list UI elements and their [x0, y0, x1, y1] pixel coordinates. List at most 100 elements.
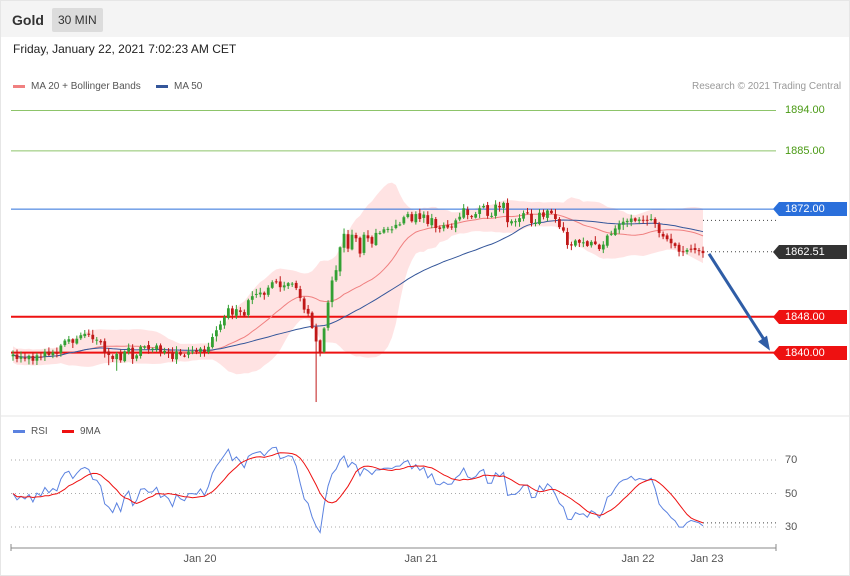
candle-body [581, 242, 585, 244]
candle-body [310, 312, 314, 329]
candle-body [486, 205, 490, 216]
candle-body [601, 244, 605, 250]
candle-body [139, 346, 143, 356]
candle-body [119, 352, 123, 361]
candle-body [242, 312, 246, 316]
candle-body [629, 218, 633, 223]
candle-body [183, 355, 186, 357]
candle-body [470, 216, 474, 218]
candle-body [621, 221, 625, 225]
candle-body [270, 282, 274, 288]
candle-body [554, 214, 557, 220]
candle-body [75, 338, 79, 344]
candle-body [645, 219, 649, 221]
candle-body [179, 351, 182, 355]
candle-body [498, 205, 501, 208]
candle-body [274, 281, 278, 283]
candle-body [290, 283, 294, 285]
candle-body [354, 234, 358, 239]
candle-body [219, 324, 222, 330]
candle-body [215, 330, 218, 337]
candle-body [203, 349, 206, 353]
ma20-swatch [13, 84, 25, 88]
timeframe-badge[interactable]: 30 MIN [52, 8, 103, 32]
ma20-line [12, 213, 704, 359]
bollinger-band [13, 182, 703, 375]
candle-body [530, 213, 533, 224]
price-label-1872.00: 1872.00 [773, 202, 847, 217]
candle-body [143, 346, 147, 348]
candle-body [151, 348, 154, 350]
rsi-legend-label: RSI [31, 426, 48, 437]
candle-body [669, 238, 673, 244]
candle-body [418, 213, 422, 220]
candle-body [350, 234, 354, 250]
ma50-legend-label: MA 50 [174, 81, 203, 92]
candle-body [51, 352, 55, 356]
candle-body [326, 302, 330, 328]
candle-body [39, 356, 43, 358]
candle-body [207, 346, 210, 352]
forecast-arrow-head [758, 335, 770, 351]
candle-body [358, 237, 362, 254]
price-label-1862.51: 1862.51 [773, 244, 847, 259]
candle-body [422, 214, 426, 218]
candle-body [366, 235, 370, 239]
candle-body [410, 214, 414, 222]
candle-body [625, 220, 629, 223]
candle-body [31, 355, 35, 361]
candle-body [573, 240, 577, 246]
candle-body [230, 308, 234, 315]
candle-body [538, 212, 541, 224]
candle-body [71, 339, 75, 343]
candle-body [677, 244, 681, 252]
candle-body [434, 219, 438, 228]
candle-body [234, 309, 238, 316]
candle-body [11, 354, 15, 357]
rsi-swatch [13, 429, 25, 433]
candle-body [175, 351, 178, 360]
candle-body [91, 334, 95, 340]
candle-body [514, 221, 517, 223]
candle-body [701, 250, 705, 254]
candle-body [191, 351, 194, 353]
candle-body [398, 224, 402, 226]
candle-body [155, 345, 158, 350]
candle-body [494, 204, 497, 216]
candle-body [63, 340, 67, 346]
candle-body [394, 224, 398, 229]
candle-body [314, 326, 318, 342]
candle-body [262, 292, 266, 295]
candle-body [294, 282, 298, 289]
candle-body [15, 354, 19, 359]
rsi-tick-50: 50 [785, 488, 798, 500]
rsi-ma-line [12, 452, 704, 524]
candle-body [693, 248, 697, 250]
candle-body [43, 351, 47, 357]
candle-body [211, 336, 214, 348]
x-tick-jan22: Jan 22 [621, 553, 655, 565]
candle-body [370, 237, 374, 244]
candle-body [254, 293, 258, 295]
candle-body [585, 241, 589, 246]
chart-datetime: Friday, January 22, 2021 7:02:23 AM CET [13, 42, 237, 56]
ma20-legend-label: MA 20 + Bollinger Bands [31, 81, 141, 92]
candle-body [226, 308, 230, 318]
candle-body [490, 215, 494, 217]
candle-body [278, 281, 282, 288]
candle-body [390, 229, 394, 231]
candle-body [159, 345, 162, 353]
price-label-1848.00: 1848.00 [773, 309, 847, 324]
candle-body [609, 233, 613, 235]
ma50-swatch [156, 84, 168, 88]
candle-body [266, 287, 270, 295]
candle-body [454, 220, 458, 228]
candle-body [673, 243, 677, 246]
candle-body [482, 206, 486, 208]
candle-body [115, 354, 119, 360]
candle-body [286, 283, 290, 287]
candle-body [171, 352, 174, 359]
legend-ma50: MA 50 [156, 81, 202, 92]
candle-body [199, 348, 202, 352]
candle-body [685, 249, 689, 252]
